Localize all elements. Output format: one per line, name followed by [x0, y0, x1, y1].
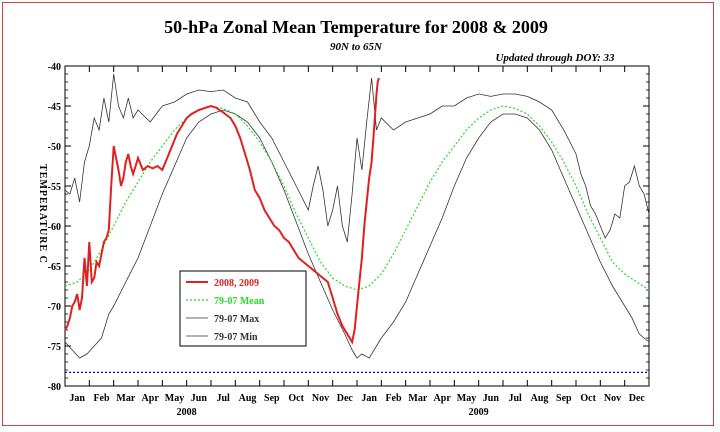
x-tick-label: Jan — [69, 393, 85, 404]
x-tick-label: Nov — [312, 393, 329, 404]
x-tick-label: May — [457, 393, 476, 404]
y-tick-label: -50 — [48, 142, 61, 153]
axis-ticks: -40 -45 -50 -55 -60 -65 -70 -75 -80 Jan Feb Mar Apr M… — [48, 62, 650, 418]
y-tick-label: -40 — [48, 62, 61, 73]
x-tick-label: Sep — [556, 393, 572, 404]
legend-label: 79-07 Min — [214, 332, 258, 343]
plot-area — [64, 65, 650, 387]
x-tick-label: Feb — [385, 393, 402, 404]
y-tick-label: -75 — [48, 342, 61, 353]
legend-label: 79-07 Mean — [214, 296, 265, 307]
x-tick-label: Jun — [483, 393, 500, 404]
x-tick-label: Jul — [216, 393, 230, 404]
x-tick-label: May — [165, 393, 184, 404]
chart-subtitle: 90N to 65N — [330, 41, 383, 53]
x-tick-label: Oct — [288, 393, 304, 404]
series-observed-line — [64, 77, 380, 345]
series-min-line — [64, 109, 650, 359]
series-mean-line — [64, 105, 650, 291]
y-axis-label: TEMPERATURE C — [37, 164, 48, 264]
series-max-line — [64, 73, 650, 243]
year-label: 2009 — [469, 407, 489, 418]
updated-label: Updated through DOY: 33 — [495, 52, 615, 64]
x-tick-label: Aug — [531, 393, 549, 404]
x-tick-label: Apr — [434, 393, 452, 404]
x-tick-label: Feb — [93, 393, 110, 404]
x-tick-label: Sep — [264, 393, 280, 404]
x-tick-label: Jul — [508, 393, 522, 404]
x-tick-label: Mar — [408, 393, 427, 404]
legend-label: 79-07 Max — [214, 314, 259, 325]
y-tick-label: -60 — [48, 222, 61, 233]
y-axis-label-group: TEMPERATURE C — [37, 164, 48, 264]
x-tick-label: Mar — [116, 393, 135, 404]
chart-title: 50-hPa Zonal Mean Temperature for 2008 &… — [164, 17, 548, 37]
x-tick-label: Dec — [337, 393, 354, 404]
x-tick-label: Oct — [580, 393, 596, 404]
x-tick-label: Dec — [629, 393, 646, 404]
y-tick-label: -70 — [48, 302, 61, 313]
legend-box — [179, 270, 307, 347]
year-label: 2008 — [177, 407, 197, 418]
x-tick-label: Jun — [191, 393, 208, 404]
chart-frame — [2, 2, 714, 426]
y-tick-label: -65 — [48, 262, 61, 273]
y-tick-label: -45 — [48, 102, 61, 113]
data-series — [64, 73, 650, 373]
x-tick-label: Nov — [604, 393, 621, 404]
x-tick-label: Apr — [142, 393, 160, 404]
legend: 2008, 2009 79-07 Mean 79-07 Max 79-07 Min — [179, 270, 307, 347]
legend-label: 2008, 2009 — [214, 278, 259, 289]
y-tick-label: -55 — [48, 182, 61, 193]
x-tick-label: Jan — [361, 393, 377, 404]
y-tick-label: -80 — [48, 382, 61, 393]
x-tick-label: Aug — [239, 393, 257, 404]
